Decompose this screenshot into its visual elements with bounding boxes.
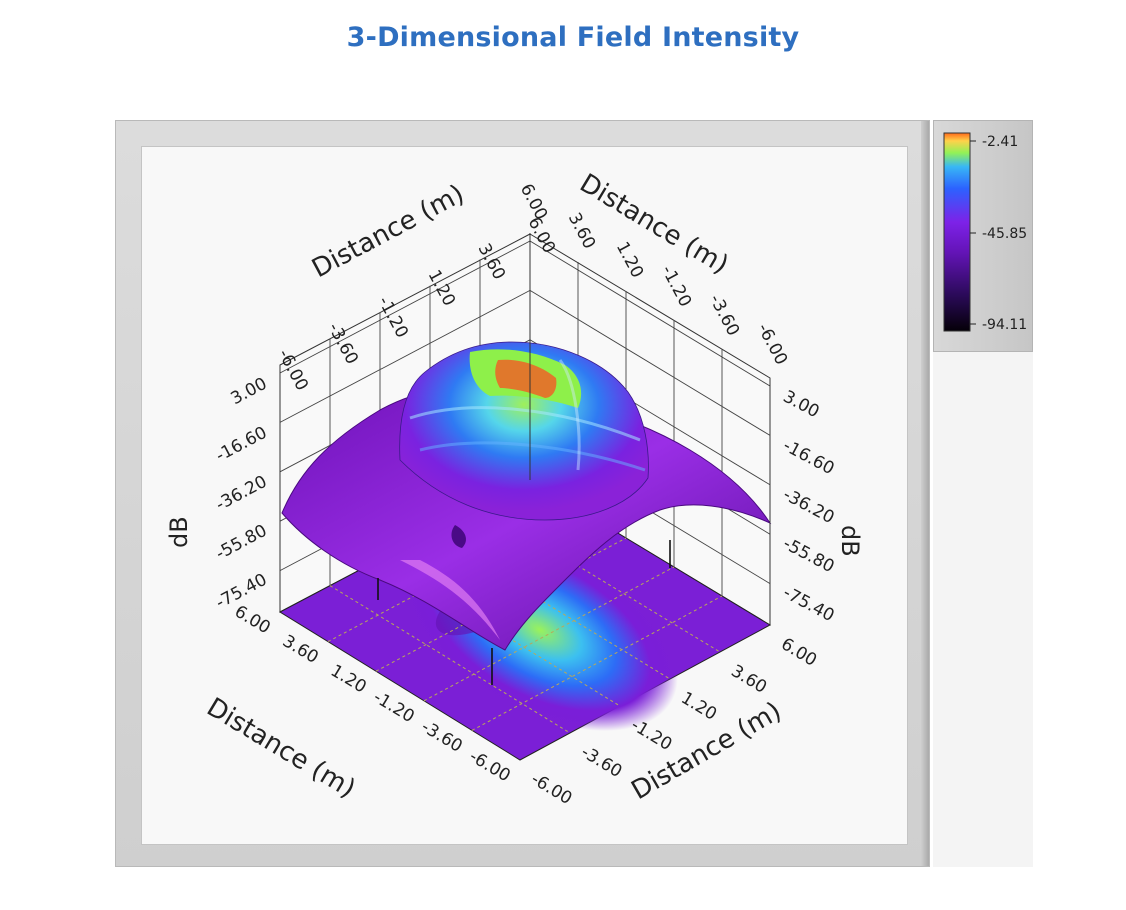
tick-label: 3.00 (780, 387, 823, 422)
surface-peak-core (495, 359, 557, 398)
tick-label: 1.20 (677, 688, 720, 725)
floor-gridline (329, 585, 571, 734)
wall-gridline (529, 290, 771, 436)
colorbar-tick-label: -45.85 (982, 226, 1027, 242)
wall-gridline (279, 240, 531, 374)
tick-label: -6.00 (527, 769, 575, 809)
axis-label-z-right: dB (836, 525, 864, 557)
tick-label: 1.20 (327, 661, 370, 698)
surface-ripple (558, 359, 581, 471)
tick-label: -6.00 (466, 746, 514, 786)
tick-label: -55.80 (213, 521, 271, 564)
colorbar-tick-label: -94.11 (982, 317, 1027, 333)
tick-label: -3.60 (577, 742, 625, 782)
tick-label: -3.60 (418, 717, 466, 757)
floor-gridline (479, 505, 721, 653)
tick-label: -36.20 (213, 472, 271, 515)
tick-label: -36.20 (780, 485, 838, 528)
colorbar (943, 132, 971, 332)
surface-fold (451, 525, 466, 548)
wall-gridline (279, 290, 531, 423)
colorbar-ticks (970, 140, 976, 325)
tick-label: -6.00 (753, 320, 791, 368)
axis-label-front-left: Distance (m) (201, 692, 360, 804)
surface-dome (399, 341, 649, 521)
page-title: 3-Dimensional Field Intensity (346, 22, 800, 53)
axis-label-back-left: Distance (m) (307, 179, 469, 284)
axis-frame (279, 234, 771, 625)
tick-label: -1.20 (370, 687, 418, 727)
tick-label: -1.20 (627, 715, 675, 755)
tick-label: -55.80 (780, 534, 838, 577)
surface-spikes (377, 540, 671, 685)
legend-background (933, 352, 1033, 867)
tick-label: -3.60 (705, 291, 743, 339)
colorbar-tick-label: -2.41 (982, 134, 1018, 150)
wall-gridline (529, 240, 771, 387)
tick-label: 3.60 (279, 631, 322, 668)
floor-gridline (423, 566, 675, 702)
tick-label: 6.00 (777, 634, 820, 671)
axis-label-z-left: dB (165, 516, 193, 548)
tick-label: 3.00 (228, 374, 271, 409)
tick-label: 1.20 (612, 239, 647, 282)
floor-gridline (429, 532, 671, 680)
surface-ripple (409, 406, 641, 442)
tick-label: 6.00 (231, 602, 274, 639)
tick-label: -16.60 (780, 436, 838, 479)
tick-label: -75.40 (780, 583, 838, 626)
floor-gridline (471, 595, 723, 731)
tick-label: 3.60 (564, 210, 599, 253)
frame-edge (921, 121, 929, 866)
tick-label: -16.60 (213, 423, 271, 466)
axis-label-back-right: Distance (m) (574, 168, 733, 280)
tick-label: -1.20 (657, 262, 695, 310)
tick-label: 3.60 (727, 661, 770, 698)
tick-label: 6.00 (516, 181, 551, 224)
surface-ripple (419, 441, 646, 472)
